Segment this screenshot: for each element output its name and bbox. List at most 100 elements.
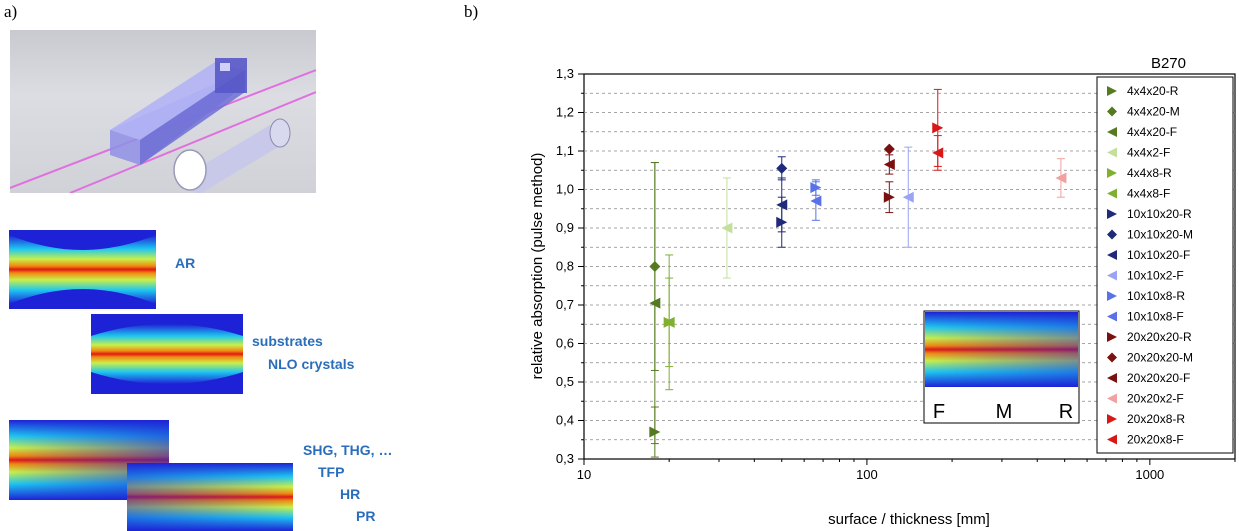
marker (932, 147, 944, 159)
data-point-10x10x8-F (810, 181, 822, 221)
legend-marker (1107, 86, 1117, 96)
data-point-20x20x20-R (883, 181, 895, 214)
heatmap-ar (9, 230, 156, 309)
heatmap-substrates-graphic (91, 314, 243, 394)
legend-marker (1107, 393, 1117, 404)
inset-heatmap: F M R (923, 310, 1080, 424)
legend-label: 10x10x2-F (1127, 269, 1184, 283)
marker (663, 316, 675, 328)
legend-label: 20x20x2-F (1127, 392, 1184, 406)
legend-label: 20x20x20-M (1127, 351, 1193, 365)
y-tick-label: 0,6 (556, 336, 574, 351)
legend-box (1096, 76, 1234, 454)
legend-marker (1107, 414, 1117, 424)
legend-label: 4x4x20-R (1127, 84, 1179, 98)
legend-marker (1107, 270, 1117, 281)
legend-marker (1107, 291, 1117, 301)
marker (721, 222, 733, 234)
y-tick-label: 1,2 (556, 105, 574, 120)
y-tick-label: 0,4 (556, 413, 574, 428)
heatmap-ar-graphic (9, 230, 156, 309)
legend-label: 4x4x20-M (1127, 105, 1180, 119)
legend-marker (1107, 311, 1117, 322)
legend-marker (1107, 147, 1117, 158)
marker (1055, 172, 1067, 184)
y-tick-label: 0,7 (556, 297, 574, 312)
y-tick-label: 0,9 (556, 220, 574, 235)
data-layer (649, 88, 1067, 458)
marker (883, 143, 895, 155)
legend-label: 4x4x8-R (1127, 166, 1172, 180)
absorption-chart: B270 0,3 0,4 0,5 0,6 0,7 0,8 0,9 1,0 1,1 1,2 1,3 1… (529, 55, 1236, 528)
legend-label: 10x10x8-F (1127, 310, 1184, 324)
legend-label: 4x4x8-F (1127, 187, 1170, 201)
x-tick-layer: 10 100 1000 (577, 459, 1236, 482)
x-tick-label: 1000 (1135, 467, 1164, 482)
heatmap-nlo-label: NLO crystals (268, 356, 355, 372)
x-tick-label: 10 (577, 467, 591, 482)
heatmap-pr-label: PR (356, 508, 376, 524)
data-point-20x20x2-F (1055, 158, 1067, 198)
data-point-10x10x2-F (902, 146, 914, 248)
legend-label: 20x20x20-F (1127, 371, 1190, 385)
data-point-20x20x20-M (883, 143, 895, 155)
marker (776, 199, 788, 211)
marker (902, 191, 914, 203)
heatmap-shg-back-graphic (127, 463, 293, 531)
legend-label: 20x20x20-R (1127, 330, 1192, 344)
y-tick-label: 1,1 (556, 143, 574, 158)
legend-marker (1107, 188, 1117, 199)
heatmap-shg-back (127, 463, 293, 531)
legend-marker (1107, 250, 1117, 260)
y-tick-label: 0,8 (556, 259, 574, 274)
marker (649, 297, 661, 309)
y-tick-label: 0,3 (556, 451, 574, 466)
legend-label: 20x20x8-F (1127, 433, 1184, 447)
chart-title: B270 (1151, 55, 1186, 72)
marker (883, 158, 895, 170)
x-axis-title: surface / thickness [mm] (828, 511, 990, 528)
y-tick-label: 1,3 (556, 66, 574, 81)
heatmap-substrates-label: substrates (252, 333, 323, 349)
data-point-4x4x8-F (663, 277, 675, 368)
heatmap-shg-label: SHG, THG, … (303, 442, 393, 458)
y-tick-label: 0,5 (556, 374, 574, 389)
legend-label: 10x10x20-M (1127, 228, 1193, 242)
panel-a-label: a) (4, 2, 18, 21)
data-point-4x4x2-F (721, 177, 733, 279)
crystal-render-image (10, 30, 316, 193)
heatmap-substrates (91, 314, 243, 394)
y-axis-title: relative absorption (pulse method) (529, 153, 546, 380)
legend-marker (1107, 168, 1117, 178)
data-point-4x4x20-F (649, 162, 661, 445)
legend-marker (1107, 106, 1117, 117)
y-tick-label: 1,0 (556, 182, 574, 197)
x-tick-label: 100 (856, 467, 878, 482)
legend-label: 10x10x20-F (1127, 248, 1190, 262)
heatmap-tfp-label: TFP (318, 464, 345, 480)
legend: 4x4x20-R 4x4x20-M 4x4x20-F 4x4x2-F 4x4x8-R 4x… (1107, 84, 1193, 447)
legend-marker (1107, 434, 1117, 445)
data-point-10x10x20-M (776, 156, 788, 181)
legend-label: 4x4x2-F (1127, 146, 1170, 160)
marker (810, 195, 822, 207)
legend-marker (1107, 332, 1117, 342)
legend-label: 4x4x20-F (1127, 125, 1177, 139)
legend-marker (1107, 373, 1117, 383)
legend-label: 10x10x8-R (1127, 289, 1185, 303)
crystal-render-illustration (10, 58, 316, 193)
inset-label-m: M (996, 401, 1013, 423)
data-point-20x20x20-F (883, 154, 895, 175)
inset-label-r: R (1059, 401, 1073, 423)
legend-marker (1107, 209, 1117, 219)
heatmap-hr-label: HR (340, 486, 361, 502)
marker (932, 122, 944, 134)
legend-marker (1107, 127, 1117, 137)
legend-marker (1107, 229, 1117, 240)
marker (883, 191, 895, 203)
data-point-20x20x8-F (932, 135, 944, 171)
heatmap-ar-label: AR (175, 255, 196, 271)
marker (776, 162, 788, 174)
legend-label: 10x10x20-R (1127, 207, 1192, 221)
y-tick-layer: 0,3 0,4 0,5 0,6 0,7 0,8 0,9 1,0 1,1 1,2 1,3 (556, 66, 584, 466)
